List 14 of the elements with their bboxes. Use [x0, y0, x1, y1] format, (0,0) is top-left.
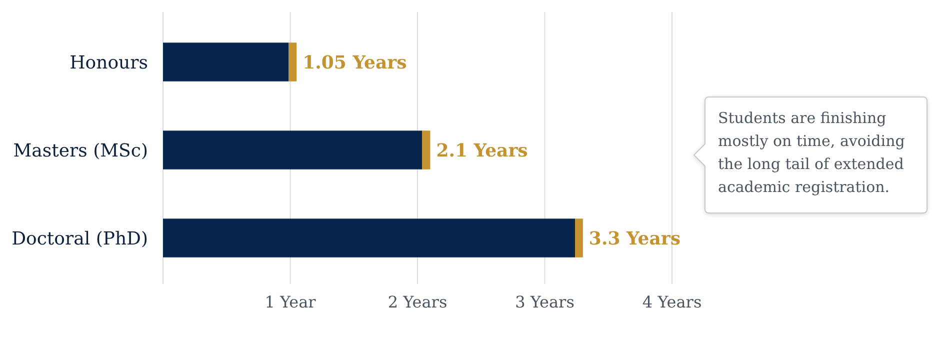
- text: Students are finishing mostly on time, avoiding the long tail of extended academic registration.: [718, 109, 906, 196]
- bar: [163, 42, 297, 82]
- x-tick-label: 3 Years: [515, 292, 574, 312]
- y-tick-label: Masters (MSc): [13, 140, 148, 162]
- data-label: 1.05 Years: [302, 52, 407, 74]
- data-label: 2.1 Years: [436, 140, 528, 162]
- bar: [163, 218, 583, 258]
- x-tick-label: 1 Year: [264, 292, 316, 312]
- y-tick-label: Honours: [70, 52, 148, 74]
- x-tick-label: 2 Years: [388, 292, 448, 312]
- y-tick-label: Doctoral (PhD): [12, 228, 148, 250]
- bar: [163, 130, 430, 170]
- x-tick-label: 4 Years: [642, 292, 702, 312]
- data-label: 3.3 Years: [588, 228, 681, 250]
